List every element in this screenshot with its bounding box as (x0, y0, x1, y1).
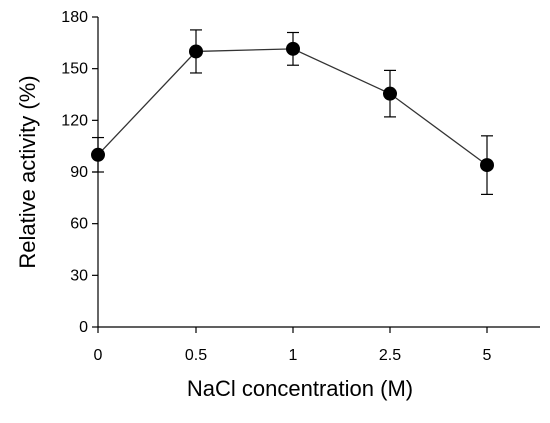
data-point (286, 41, 300, 56)
y-tick-label: 150 (61, 61, 88, 78)
data-point (189, 44, 203, 59)
x-tick-label: 5 (483, 347, 492, 364)
data-point (383, 86, 397, 101)
y-tick-label: 60 (70, 216, 88, 233)
y-tick-label: 120 (61, 112, 88, 129)
y-tick-label: 90 (70, 164, 88, 181)
data-point (91, 147, 105, 162)
x-tick-label: 0.5 (185, 347, 207, 364)
y-axis-ticks: 0 30 60 90 120 150 180 (61, 9, 98, 336)
axes (97, 17, 540, 328)
x-axis-ticks: 0 0.5 1 2.5 5 (94, 327, 492, 364)
y-axis-title: Relative activity (%) (15, 75, 40, 268)
x-tick-label: 0 (94, 347, 103, 364)
data-series (91, 29, 494, 195)
y-tick-label: 0 (79, 319, 88, 336)
series-line (97, 48, 488, 166)
x-tick-label: 2.5 (379, 347, 401, 364)
data-point (480, 158, 494, 173)
y-tick-label: 180 (61, 9, 88, 26)
x-axis-title: NaCl concentration (M) (187, 376, 413, 401)
x-tick-label: 1 (289, 347, 298, 364)
y-tick-label: 30 (70, 267, 88, 284)
